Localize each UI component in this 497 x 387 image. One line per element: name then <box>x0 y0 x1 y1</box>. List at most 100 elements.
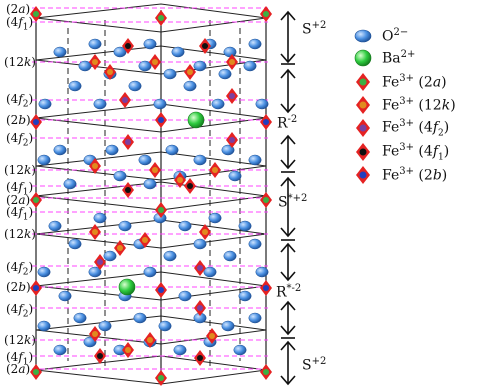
fe-12k-atom <box>89 62 101 70</box>
fe-12k-atom <box>149 162 161 170</box>
fe-4f1-atom <box>94 356 106 364</box>
oxygen-atom <box>53 344 67 356</box>
fe-2b-atom <box>30 280 42 288</box>
oxygen-atom <box>98 320 112 332</box>
oxygen-atom <box>68 80 82 92</box>
layer-label: (2b) <box>6 280 31 294</box>
oxygen-atom <box>133 312 147 324</box>
fe-12k-atom <box>92 163 98 169</box>
fe-4f1-icon <box>356 143 370 161</box>
layer-label: (4f1) <box>6 350 34 368</box>
layer-label: (12k) <box>4 163 36 177</box>
fe-4f1-atom <box>184 186 196 194</box>
fe-12k-atom <box>226 54 238 62</box>
fe-2a-atom <box>260 364 272 372</box>
legend-item: Fe3+ (2a) <box>352 72 447 92</box>
fe-4f1-atom <box>122 182 134 190</box>
fe-12k-atom <box>125 347 131 353</box>
fe-4f2-atom <box>119 100 131 108</box>
fe-2b-atom <box>155 112 167 120</box>
oxygen-atom <box>248 154 262 166</box>
oxygen-atom <box>128 80 142 92</box>
fe-12k-atom <box>177 177 183 183</box>
fe-2b-atom <box>30 288 42 296</box>
fe-12k-atom <box>89 232 101 240</box>
fe-12k-atom <box>206 328 218 336</box>
oxygen-atom <box>113 170 127 182</box>
oxygen-atom <box>243 60 257 72</box>
fe-2a-atom <box>155 378 167 386</box>
oxygen-atom <box>238 290 252 302</box>
fe-2a-atom <box>155 10 167 18</box>
oxygen-atom <box>73 312 87 324</box>
oxygen-atom <box>193 154 207 166</box>
fe-2b-atom <box>33 285 39 291</box>
layer-label: (4f1) <box>6 205 34 223</box>
fe-12k-atom <box>184 72 196 80</box>
oxygen-atom <box>37 320 51 332</box>
oxygen-atom <box>143 178 157 190</box>
block-arrow <box>280 227 296 238</box>
fe-2b-atom <box>155 290 167 298</box>
block-label-r: R-2 <box>277 114 298 132</box>
fe-12k-atom <box>89 326 101 334</box>
fe-2a-atom <box>158 375 164 381</box>
fe-12k-atom <box>209 333 215 339</box>
legend-item: O2− <box>352 26 408 46</box>
fe-12k-atom <box>152 59 158 65</box>
fe-12k-atom <box>212 167 218 173</box>
fe-12k-atom <box>104 72 116 80</box>
fe-4f2-atom <box>194 300 206 308</box>
fe-2a-atom <box>260 200 272 208</box>
fe-2a-atom <box>155 210 167 218</box>
fe-4f2-icon <box>356 119 370 137</box>
block-label-r-star: R*-2 <box>276 283 302 301</box>
fe-12k-atom <box>139 232 151 240</box>
fe-12k-atom <box>149 62 161 70</box>
fe-12k-atom <box>209 170 221 178</box>
fe-12k-atom <box>202 229 208 235</box>
fe-12k-atom <box>147 337 153 343</box>
oxygen-atom <box>37 266 51 278</box>
oxygen-atom <box>255 266 269 278</box>
block-label-s-bottom: S+2 <box>302 356 327 374</box>
fe-12k-atom <box>206 336 218 344</box>
fe-2b-icon <box>356 166 370 184</box>
fe-2b-atom <box>30 122 42 130</box>
oxygen-atom <box>143 266 157 278</box>
fe-4f2-atom <box>194 268 206 276</box>
layer-label: (4f2) <box>6 131 34 149</box>
oxygen-atom <box>78 60 92 72</box>
fe-2a-atom <box>260 192 272 200</box>
fe-4f2-atom <box>194 260 206 268</box>
fe-12k-atom <box>92 229 98 235</box>
fe-2a-atom <box>155 18 167 26</box>
oxygen-atom <box>93 212 107 224</box>
fe-12k-atom <box>229 59 235 65</box>
oxygen-atom <box>68 238 82 250</box>
oxygen-atom <box>221 144 235 156</box>
fe-4f1-atom <box>94 348 106 356</box>
oxygen-atom <box>53 46 67 58</box>
oxygen-atom <box>223 250 237 262</box>
fe-12k-atom <box>149 54 161 62</box>
fe-4f2-atom <box>94 254 106 262</box>
block-arrow <box>280 10 296 21</box>
fe-4f1-atom <box>202 43 208 49</box>
fe-4f1-atom <box>125 43 131 49</box>
oxygen-atom <box>223 46 237 58</box>
fe-2a-atom <box>33 369 39 375</box>
fe-12k-atom <box>117 245 123 251</box>
fe-2a-atom <box>260 6 272 14</box>
layer-label: (12k) <box>4 333 36 347</box>
fe-2b-atom <box>158 117 164 123</box>
fe-12k-atom <box>89 54 101 62</box>
fe-2a-atom <box>33 197 39 203</box>
fe-4f1-atom <box>194 358 206 366</box>
oxygen-atom <box>48 220 62 232</box>
layer-label: (12k) <box>4 55 36 69</box>
layer-label: (4f2) <box>6 302 34 320</box>
oxygen-atom <box>248 312 262 324</box>
fe-4f1-atom <box>197 355 203 361</box>
